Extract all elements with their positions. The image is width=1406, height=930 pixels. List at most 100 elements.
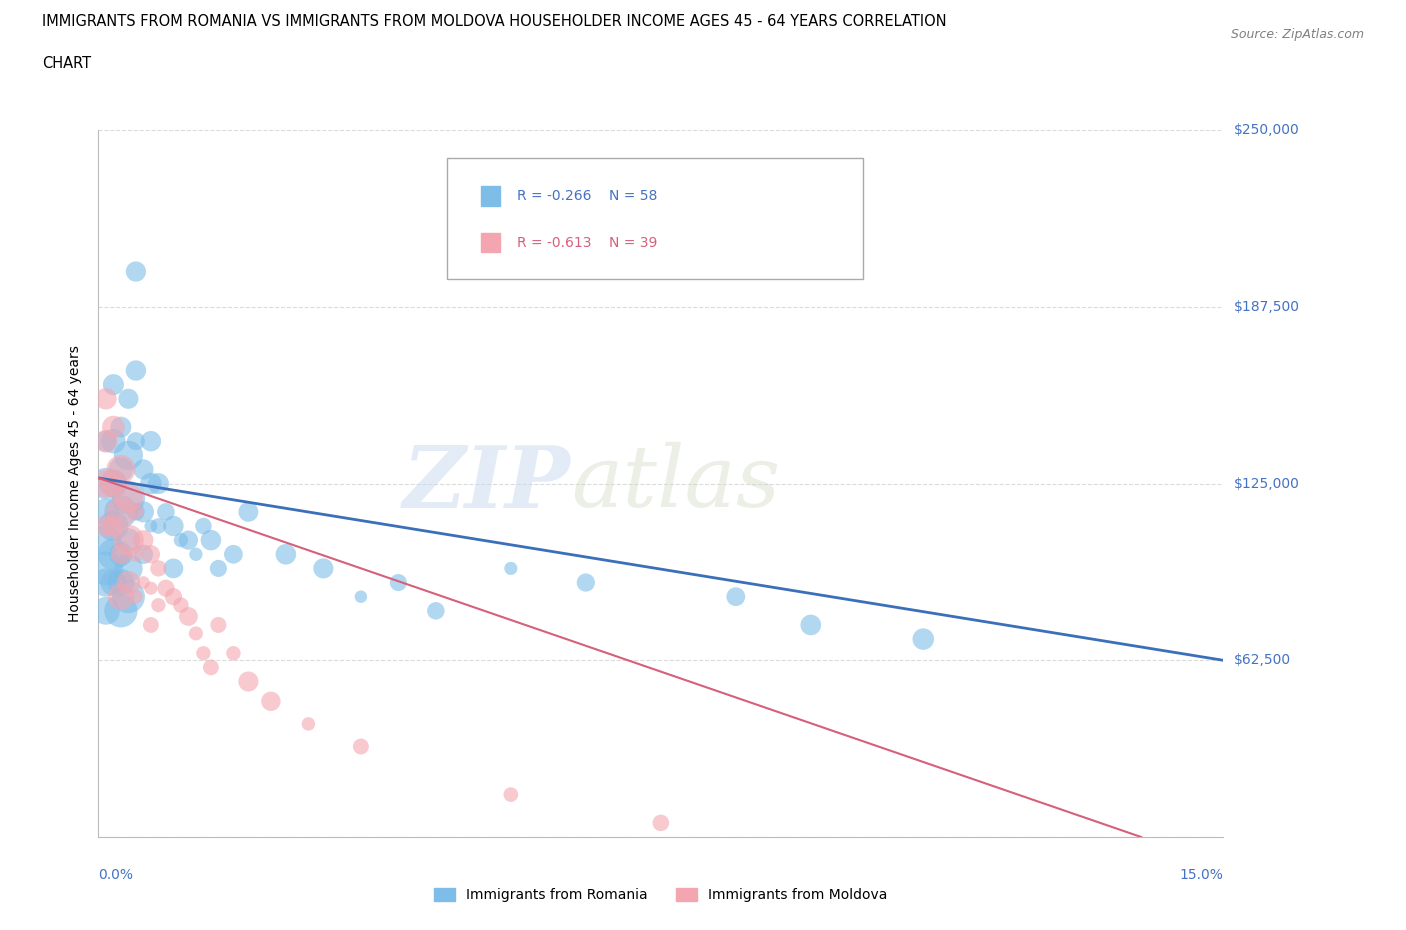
- Point: [800, 618, 823, 632]
- Point: [132, 504, 155, 519]
- Point: [94, 476, 117, 491]
- Point: [110, 547, 132, 562]
- Bar: [481, 186, 499, 206]
- Point: [94, 392, 117, 406]
- Point: [125, 504, 148, 519]
- Point: [162, 561, 184, 576]
- Point: [238, 674, 260, 689]
- Point: [125, 504, 148, 519]
- Point: [148, 519, 170, 534]
- Point: [117, 533, 139, 548]
- Point: [110, 547, 132, 562]
- Point: [170, 598, 193, 613]
- Point: [103, 575, 125, 590]
- Point: [387, 575, 409, 590]
- Point: [148, 561, 170, 576]
- Point: [103, 433, 125, 448]
- Point: [350, 590, 373, 604]
- Text: $250,000: $250,000: [1234, 123, 1301, 138]
- Point: [170, 533, 193, 548]
- Text: Source: ZipAtlas.com: Source: ZipAtlas.com: [1230, 28, 1364, 41]
- Text: $62,500: $62,500: [1234, 653, 1292, 668]
- Point: [177, 609, 200, 624]
- Point: [125, 363, 148, 378]
- Point: [650, 816, 672, 830]
- Point: [117, 392, 139, 406]
- Point: [912, 631, 935, 646]
- Point: [94, 604, 117, 618]
- Point: [499, 787, 522, 802]
- Point: [238, 504, 260, 519]
- Point: [207, 561, 229, 576]
- Point: [162, 590, 184, 604]
- Point: [139, 519, 162, 534]
- Text: $125,000: $125,000: [1234, 476, 1301, 491]
- Point: [222, 645, 245, 660]
- Point: [103, 519, 125, 534]
- Point: [110, 504, 132, 519]
- Bar: [481, 232, 499, 252]
- Text: 15.0%: 15.0%: [1180, 868, 1223, 882]
- Point: [297, 716, 319, 731]
- Point: [155, 580, 177, 595]
- Point: [575, 575, 598, 590]
- Point: [200, 533, 222, 548]
- Point: [94, 433, 117, 448]
- Point: [94, 433, 117, 448]
- Point: [312, 561, 335, 576]
- Point: [103, 547, 125, 562]
- Point: [148, 598, 170, 613]
- Point: [184, 547, 207, 562]
- Point: [117, 590, 139, 604]
- Text: $187,500: $187,500: [1234, 299, 1301, 314]
- Point: [125, 264, 148, 279]
- Text: ZIP: ZIP: [404, 442, 571, 525]
- Point: [94, 519, 117, 534]
- Point: [139, 476, 162, 491]
- Point: [200, 660, 222, 675]
- Point: [162, 519, 184, 534]
- Point: [125, 433, 148, 448]
- Point: [274, 547, 297, 562]
- Point: [110, 419, 132, 434]
- Point: [177, 533, 200, 548]
- Point: [110, 575, 132, 590]
- Point: [94, 504, 117, 519]
- Point: [103, 476, 125, 491]
- Point: [155, 504, 177, 519]
- Point: [184, 626, 207, 641]
- Point: [110, 462, 132, 477]
- Point: [117, 448, 139, 463]
- Point: [193, 645, 215, 660]
- Point: [139, 433, 162, 448]
- Point: [425, 604, 447, 618]
- Point: [117, 533, 139, 548]
- Point: [350, 739, 373, 754]
- Point: [139, 580, 162, 595]
- Text: IMMIGRANTS FROM ROMANIA VS IMMIGRANTS FROM MOLDOVA HOUSEHOLDER INCOME AGES 45 - : IMMIGRANTS FROM ROMANIA VS IMMIGRANTS FR…: [42, 14, 946, 29]
- Point: [110, 504, 132, 519]
- Point: [103, 419, 125, 434]
- Text: R = -0.613    N = 39: R = -0.613 N = 39: [516, 235, 657, 249]
- Point: [103, 519, 125, 534]
- Point: [94, 476, 117, 491]
- Point: [125, 547, 148, 562]
- Text: CHART: CHART: [42, 56, 91, 71]
- Legend: Immigrants from Romania, Immigrants from Moldova: Immigrants from Romania, Immigrants from…: [429, 883, 893, 908]
- Point: [499, 561, 522, 576]
- Text: 0.0%: 0.0%: [98, 868, 134, 882]
- Point: [125, 590, 148, 604]
- Point: [110, 462, 132, 477]
- Y-axis label: Householder Income Ages 45 - 64 years: Householder Income Ages 45 - 64 years: [69, 345, 83, 622]
- Point: [103, 476, 125, 491]
- Point: [117, 561, 139, 576]
- Point: [132, 462, 155, 477]
- Point: [724, 590, 747, 604]
- Point: [117, 490, 139, 505]
- Point: [193, 519, 215, 534]
- Point: [139, 618, 162, 632]
- Point: [222, 547, 245, 562]
- Point: [148, 476, 170, 491]
- Point: [260, 694, 283, 709]
- Text: atlas: atlas: [571, 443, 780, 525]
